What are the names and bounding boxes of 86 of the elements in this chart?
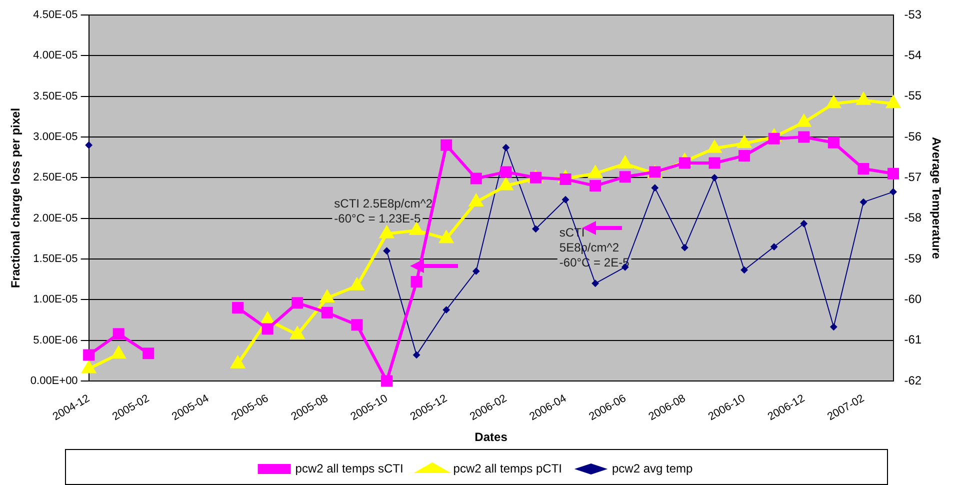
y2-tick-label: -53 [904, 7, 922, 22]
point [826, 96, 840, 108]
point [112, 346, 126, 359]
y2-tick-label: -59 [904, 251, 922, 266]
point [738, 150, 750, 162]
point [381, 375, 392, 387]
y-tick-label: 4.50E-05 [33, 9, 78, 22]
y-tick-label: 1.00E-05 [33, 294, 78, 306]
point [472, 268, 480, 275]
point [619, 171, 631, 183]
point [858, 162, 870, 174]
point [681, 244, 688, 252]
point [886, 96, 900, 108]
legend-label: pcw2 all temps sCTI [295, 461, 404, 476]
point [588, 166, 602, 178]
point [410, 276, 422, 288]
y2-tick-label: -54 [904, 48, 922, 62]
y-tick-label: 4.00E-05 [33, 50, 78, 62]
point [440, 231, 454, 244]
point [888, 168, 899, 180]
y-tick-label: 2.00E-05 [33, 212, 78, 224]
point [860, 198, 867, 206]
point [856, 92, 870, 105]
point [740, 266, 748, 274]
y2-tick-label: -55 [904, 88, 922, 103]
point [710, 174, 718, 182]
point [532, 225, 540, 232]
y-tick-label: 1.50E-05 [33, 253, 78, 266]
point [828, 136, 840, 148]
point [82, 361, 96, 374]
point [440, 139, 452, 151]
point [442, 306, 450, 314]
point [470, 172, 482, 184]
y-tick-label: 0.00E+00 [30, 375, 78, 388]
point [500, 166, 512, 178]
x-axis-title: Dates [474, 430, 508, 444]
y2-tick-label: -57 [904, 170, 922, 184]
point [678, 157, 690, 169]
point [618, 156, 632, 168]
point [651, 184, 658, 192]
y-tick-label: 3.00E-05 [33, 131, 78, 144]
point [290, 327, 304, 340]
point [798, 131, 810, 143]
point [502, 144, 510, 152]
point [890, 188, 897, 196]
y-axis-title: Fractional charge loss per pixel [8, 108, 23, 288]
annotation: sCTI 2.5E8p/cm^2 -60°C = 1.23E-5 [334, 196, 433, 226]
point [830, 323, 838, 330]
y2-tick-label: -61 [904, 332, 922, 347]
point [350, 278, 364, 290]
y-tick-label: 5.00E-06 [33, 334, 78, 346]
y2-axis-title: Average Temperature [929, 136, 944, 260]
point [469, 194, 483, 207]
point [231, 356, 244, 368]
point [383, 247, 390, 254]
y2-tick-label: -62 [904, 373, 922, 388]
y-tick-label: 2.50E-05 [33, 172, 78, 184]
y2-tick-label: -58 [904, 210, 922, 225]
y2-tick-label: -60 [904, 292, 922, 306]
point [380, 226, 394, 238]
point [708, 157, 720, 169]
point [499, 178, 513, 190]
point [262, 323, 274, 335]
point [562, 196, 570, 204]
point [321, 306, 333, 318]
point [85, 142, 92, 149]
point [292, 297, 304, 309]
point [232, 302, 244, 314]
point [112, 328, 124, 340]
point [797, 114, 811, 127]
point [142, 348, 154, 360]
point [413, 351, 420, 358]
y2-tick-label: -56 [904, 129, 922, 144]
point [590, 180, 602, 192]
point [592, 280, 599, 287]
point [738, 136, 751, 148]
point [83, 349, 95, 361]
point [351, 319, 363, 331]
legend-label: pcw2 all temps pCTI [453, 461, 562, 476]
y-tick-label: 3.50E-05 [33, 90, 78, 102]
point [770, 243, 778, 250]
legend-label: pcw2 avg temp [612, 461, 694, 476]
point [708, 140, 722, 153]
point [410, 223, 424, 236]
point [320, 290, 334, 303]
point [800, 220, 808, 228]
